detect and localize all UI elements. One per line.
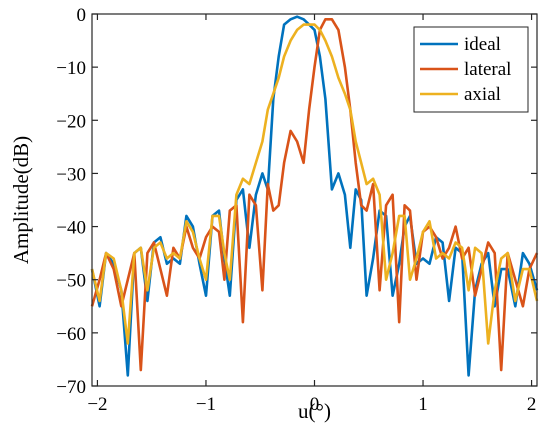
y-axis-label: Amplitude(dB): [9, 136, 33, 264]
y-tick-label: −60: [56, 324, 86, 345]
x-axis-ticks: −2 −1 0 1 2: [87, 14, 536, 415]
x-tick-label: −1: [196, 394, 216, 415]
y-tick-label: −20: [56, 111, 86, 132]
x-tick-label: 2: [527, 394, 537, 415]
legend-label-axial: axial: [464, 84, 501, 105]
y-tick-label: 0: [77, 5, 87, 26]
y-tick-label: −10: [56, 58, 86, 79]
x-tick-label: 0: [310, 394, 320, 415]
y-tick-label: −70: [56, 377, 86, 398]
legend-label-lateral: lateral: [464, 59, 511, 80]
legend-items: ideal lateral axial: [420, 34, 511, 105]
x-tick-label: −2: [87, 394, 107, 415]
y-tick-label: −50: [56, 271, 86, 292]
series-layer: [90, 15, 539, 377]
series-line-lateral: [90, 18, 539, 372]
legend: ideal lateral axial: [413, 26, 529, 113]
series-line-axial: [90, 23, 539, 345]
x-axis-label: u(°): [298, 399, 331, 423]
legend-label-ideal: ideal: [464, 34, 501, 55]
y-axis-ticks: 0 −10 −20 −30 −40 −50 −60 −70: [56, 5, 537, 398]
y-tick-label: −40: [56, 218, 86, 239]
y-tick-label: −30: [56, 164, 86, 185]
x-tick-label: 1: [418, 394, 428, 415]
